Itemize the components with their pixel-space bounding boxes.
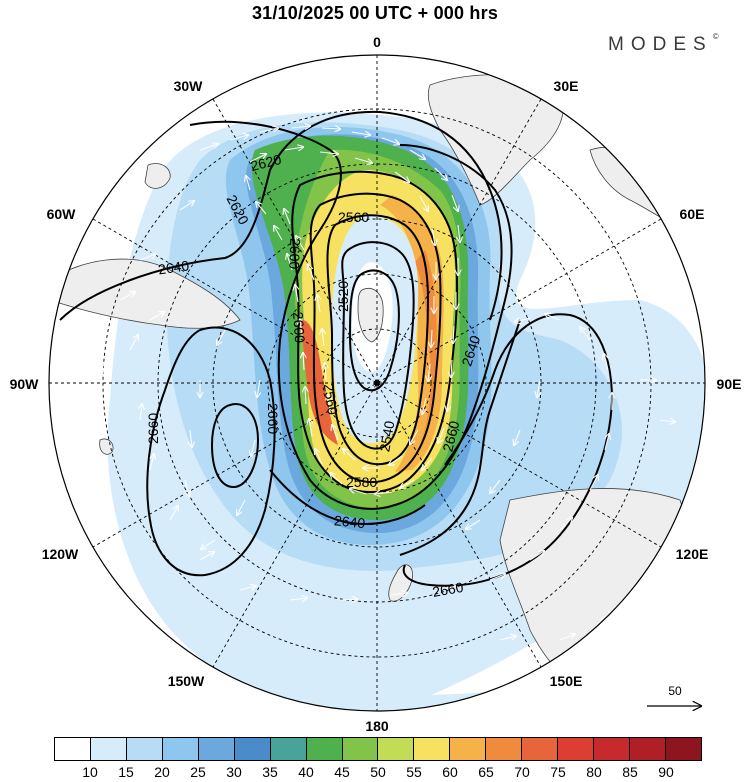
contour-2560 (326, 214, 430, 466)
colorbar-tick-label: 10 (82, 764, 98, 780)
land-new-zealand (388, 564, 413, 602)
lon-label-150e: 150E (550, 673, 583, 689)
colorbar-tick-label: 85 (622, 764, 638, 780)
contour-label: 2520 (335, 281, 351, 312)
colorbar-tick-label: 65 (478, 764, 494, 780)
contour-label: 2640 (333, 512, 366, 531)
reference-vector-label: 50 (668, 684, 682, 698)
contour-2540 (341, 241, 415, 450)
contour-label: 2660 (431, 579, 465, 600)
colorbar-swatch (594, 738, 630, 760)
height-contours (59, 110, 614, 587)
contour-2640-south (269, 469, 426, 525)
reference-arrow-icon (647, 684, 705, 724)
colorbar-tick-label: 75 (550, 764, 566, 780)
colorbar-tick-label: 20 (154, 764, 170, 780)
contour-2520 (348, 269, 400, 392)
contour-label: 2560 (338, 209, 369, 225)
colorbar-tick-label: 40 (298, 764, 314, 780)
land-antarctica-east (499, 488, 701, 701)
colorbar-swatch (198, 738, 235, 760)
contour-2680-west (210, 403, 260, 489)
contour-label: 2660 (265, 403, 281, 434)
pole-marker (374, 380, 380, 386)
colorbar-tick-label: 25 (190, 764, 206, 780)
colorbar-swatch (270, 738, 307, 760)
colorbar-tick-label: 45 (334, 764, 350, 780)
chart-title: 31/10/2025 00 UTC + 000 hrs (251, 3, 499, 23)
colorbar-swatch (378, 738, 415, 760)
lon-label-60w: 60W (47, 206, 77, 222)
colorbar-swatch (486, 738, 523, 760)
colorbar-swatch (162, 738, 199, 760)
colorbar-swatch (522, 738, 559, 760)
brand-name: MODES (608, 34, 713, 55)
lon-label-90e: 90E (717, 376, 742, 392)
contour-2640-outer (59, 110, 503, 321)
jet-band-red-west (300, 319, 338, 445)
map-boundary (48, 54, 706, 712)
lon-label-150w: 150W (168, 673, 205, 689)
colorbar-swatch (234, 738, 271, 760)
colorbar-swatch (306, 738, 343, 760)
colorbar-tick-label: 50 (370, 764, 386, 780)
contour-label: 2660 (145, 413, 161, 444)
colorbar (54, 737, 702, 761)
colorbar-swatch (55, 738, 91, 760)
brand-copyright-mark: © (712, 32, 719, 41)
colorbar-swatch (558, 738, 595, 760)
reference-vector: 50 (645, 684, 705, 724)
contour-label: 2640 (157, 257, 190, 277)
colorbar-tick-label: 55 (406, 764, 422, 780)
colorbar-tick-label: 60 (442, 764, 458, 780)
wind-shade-tail (330, 640, 680, 711)
contour-label: 2560 (321, 383, 341, 416)
colorbar-swatch (665, 738, 701, 760)
colorbar-tick-label: 30 (226, 764, 242, 780)
longitude-labels: 0 30E 60E 90E 120E 150E 180 150W 120W 90… (10, 34, 742, 734)
brand-logo: MODES© (608, 32, 719, 56)
contour-label: 2580 (346, 474, 377, 490)
contour-2620 (189, 120, 513, 510)
colorbar-swatch (90, 738, 127, 760)
colorbar-swatch (450, 738, 487, 760)
lon-label-0: 0 (373, 34, 381, 50)
contour-2660-west (146, 326, 276, 577)
contour-2640-east (399, 319, 521, 556)
meridians (49, 55, 705, 711)
colorbar-swatch (342, 738, 379, 760)
colorbar-swatch (414, 738, 451, 760)
lon-label-180: 180 (365, 718, 389, 734)
colorbar-tick-label: 90 (658, 764, 674, 780)
contour-2580 (309, 192, 442, 483)
lon-label-30w: 30W (174, 78, 204, 94)
polar-map: 2620 2620 2640 2600 2560 2520 2600 2660 … (10, 34, 742, 734)
lon-label-120w: 120W (42, 546, 79, 562)
land-small-islands (99, 163, 171, 455)
contour-label: 2540 (376, 419, 397, 453)
jet-band-red-east (415, 250, 437, 455)
contour-label-group: 2620 2620 2640 2600 2560 2520 2600 2660 … (145, 151, 483, 600)
colorbar-swatch (630, 738, 666, 760)
contour-label: 2600 (286, 238, 303, 270)
colorbar-tick-label: 35 (262, 764, 278, 780)
lon-label-90w: 90W (10, 376, 40, 392)
colorbar-tick-label: 80 (586, 764, 602, 780)
colorbar-ticks: 10 15 20 25 30 35 40 45 50 55 60 65 70 75 80 85 90 (54, 764, 702, 782)
lon-label-120e: 120E (676, 546, 709, 562)
colorbar-swatch (126, 738, 163, 760)
contour-label: 2660 (439, 419, 462, 453)
wind-vectors (99, 126, 675, 640)
land-south-america (49, 258, 241, 329)
colorbar-tick-label: 15 (118, 764, 134, 780)
contour-label: 2600 (290, 311, 308, 343)
contour-label: 2620 (249, 151, 283, 174)
lon-label-60e: 60E (680, 206, 705, 222)
lon-label-30e: 30E (554, 78, 579, 94)
colorbar-tick-label: 70 (514, 764, 530, 780)
